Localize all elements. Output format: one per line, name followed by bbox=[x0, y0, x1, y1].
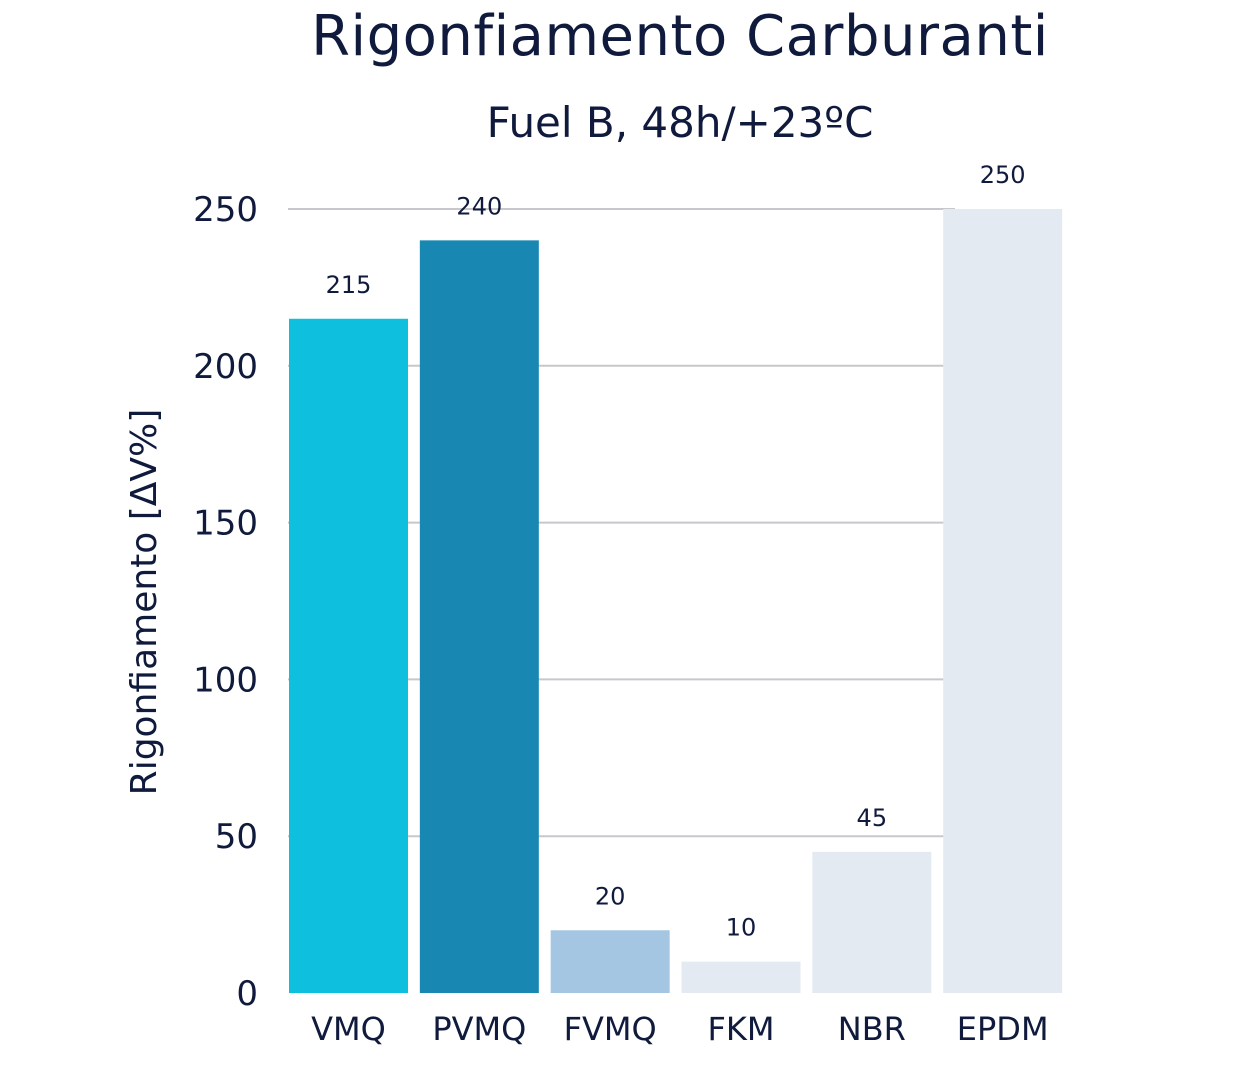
category-label-fkm: FKM bbox=[708, 1010, 775, 1048]
category-label-epdm: EPDM bbox=[957, 1010, 1049, 1048]
y-tick-label: 150 bbox=[193, 504, 258, 544]
data-label-fkm: 10 bbox=[726, 914, 757, 942]
data-label-fvmq: 20 bbox=[595, 882, 626, 910]
data-label-vmq: 215 bbox=[326, 271, 372, 299]
data-label-nbr: 45 bbox=[857, 804, 888, 832]
category-label-nbr: NBR bbox=[838, 1010, 906, 1048]
y-tick-label: 50 bbox=[215, 817, 258, 857]
bar-pvmq bbox=[419, 240, 539, 994]
y-axis-ticks: 0 50 100 150 200 250 bbox=[193, 190, 258, 1014]
y-axis-title: Rigonfiamento [ΔV%] bbox=[124, 409, 165, 796]
data-labels: 215 240 20 10 45 250 bbox=[326, 161, 1026, 942]
category-label-vmq: VMQ bbox=[311, 1010, 386, 1048]
data-label-epdm: 250 bbox=[980, 161, 1026, 189]
bars bbox=[289, 209, 1063, 994]
chart-title: Rigonfiamento Carburanti bbox=[311, 4, 1049, 69]
category-label-fvmq: FVMQ bbox=[564, 1010, 657, 1048]
y-tick-label: 0 bbox=[236, 974, 258, 1014]
x-axis-categories: VMQ PVMQ FVMQ FKM NBR EPDM bbox=[311, 1010, 1048, 1048]
y-tick-label: 100 bbox=[193, 660, 258, 700]
bar-nbr bbox=[812, 851, 932, 993]
bar-vmq bbox=[289, 318, 408, 993]
bar-fvmq bbox=[550, 930, 670, 993]
chart-subtitle: Fuel B, 48h/+23ºC bbox=[486, 98, 874, 147]
y-tick-label: 250 bbox=[193, 190, 258, 230]
y-tick-label: 200 bbox=[193, 347, 258, 387]
category-label-pvmq: PVMQ bbox=[432, 1010, 526, 1048]
data-label-pvmq: 240 bbox=[456, 192, 502, 220]
bar-epdm bbox=[943, 209, 1063, 993]
bar-fkm bbox=[681, 961, 801, 993]
